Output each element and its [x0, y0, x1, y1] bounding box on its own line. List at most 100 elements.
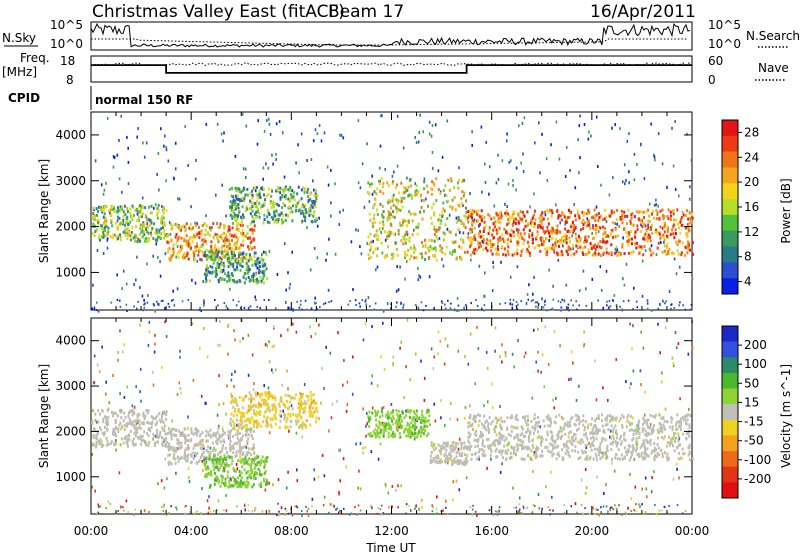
echo-cell — [240, 198, 243, 202]
echo-noise-cell — [242, 198, 244, 202]
echo-cell — [671, 209, 674, 213]
echo-noise-cell — [237, 260, 240, 264]
echo-noise-cell — [588, 441, 590, 445]
echo-cell — [212, 222, 215, 226]
echo-cell — [605, 251, 608, 255]
echo-nearrange-cell — [223, 302, 226, 304]
echo-cell — [527, 249, 530, 253]
echo-cell — [177, 460, 180, 464]
echo-cell — [647, 226, 650, 230]
echo-cell — [220, 263, 223, 267]
echo-cell — [257, 460, 260, 464]
echo-noise-cell — [321, 453, 324, 457]
echo-noise-cell — [194, 221, 196, 225]
echo-cell — [183, 237, 186, 241]
echo-cell — [208, 250, 211, 254]
echo-noise-cell — [312, 179, 314, 183]
echo-cell — [150, 211, 153, 215]
echo-cell — [249, 468, 252, 472]
echo-noise-cell — [602, 386, 604, 390]
echo-noise-cell — [437, 169, 440, 173]
echo-noise-cell — [432, 367, 435, 371]
echo-noise-cell — [245, 167, 247, 171]
echo-cell — [446, 217, 449, 220]
echo-noise-cell — [494, 349, 496, 353]
echo-cell — [651, 232, 654, 235]
echo-cell — [253, 237, 256, 241]
echo-cell — [181, 224, 184, 228]
echo-cell — [257, 422, 260, 426]
echo-cell — [477, 219, 479, 223]
echo-cell — [545, 253, 548, 257]
echo-cell — [133, 235, 136, 239]
echo-cell — [242, 275, 245, 279]
echo-cell — [370, 240, 373, 244]
echo-cell — [600, 253, 603, 257]
echo-cell — [309, 192, 312, 196]
echo-cell — [444, 223, 447, 227]
echo-cell — [468, 237, 470, 241]
echo-cell — [308, 208, 311, 212]
echo-cell — [641, 219, 643, 223]
echo-cell — [162, 438, 165, 442]
echo-cell — [243, 234, 246, 238]
echo-cell — [102, 235, 105, 239]
echo-cell — [431, 188, 434, 192]
echo-nearrange-cell — [306, 510, 309, 513]
echo-nearrange-cell — [185, 504, 187, 507]
echo-cell — [233, 410, 236, 413]
echo-noise-cell — [247, 306, 250, 310]
echo-cell — [227, 271, 230, 275]
echo-noise-cell — [630, 497, 632, 501]
echo-cell — [575, 250, 578, 254]
echo-cell — [568, 236, 571, 240]
echo-cell — [423, 187, 426, 191]
echo-cell — [382, 223, 385, 227]
echo-nearrange-cell — [605, 505, 608, 508]
echo-cell — [228, 435, 231, 439]
echo-noise-cell — [405, 365, 407, 369]
echo-cell — [310, 401, 313, 405]
echo-cell — [236, 222, 239, 226]
echo-cell — [106, 439, 109, 443]
echo-noise-cell — [226, 384, 228, 388]
echo-noise-cell — [459, 230, 461, 234]
echo-noise-cell — [640, 383, 642, 387]
echo-cell — [151, 228, 154, 232]
echo-noise-cell — [339, 479, 341, 483]
echo-cell — [198, 441, 201, 445]
echo-noise-cell — [313, 477, 316, 481]
power-cbar-label: Power [dB] — [779, 178, 793, 243]
echo-cell — [432, 254, 435, 258]
echo-cell — [217, 481, 220, 485]
echo-noise-cell — [691, 276, 694, 280]
echo-cell — [184, 227, 187, 231]
echo-cell — [266, 421, 269, 425]
echo-cell — [231, 278, 234, 282]
echo-cell — [451, 198, 454, 202]
echo-noise-cell — [417, 140, 420, 144]
echo-noise-cell — [619, 127, 621, 131]
echo-noise-cell — [214, 465, 217, 469]
echo-cell — [243, 281, 246, 285]
echo-cell — [666, 215, 669, 219]
echo-nearrange-cell — [143, 303, 145, 306]
echo-cell — [376, 208, 378, 212]
echo-cell — [404, 233, 407, 237]
echo-cell — [307, 199, 310, 202]
echo-noise-cell — [659, 351, 661, 355]
echo-cell — [664, 249, 666, 253]
echo-cell — [594, 228, 597, 232]
echo-cell — [456, 181, 459, 185]
echo-cell — [640, 245, 643, 249]
echo-cell — [626, 239, 629, 243]
echo-noise-cell — [578, 124, 581, 128]
echo-cell — [107, 208, 110, 212]
echo-cell — [602, 239, 605, 243]
echo-cell — [172, 247, 175, 251]
echo-cell — [228, 442, 231, 446]
echo-cell — [204, 280, 207, 284]
echo-noise-cell — [326, 252, 328, 256]
echo-cell — [246, 207, 249, 211]
echo-cell — [597, 219, 600, 223]
